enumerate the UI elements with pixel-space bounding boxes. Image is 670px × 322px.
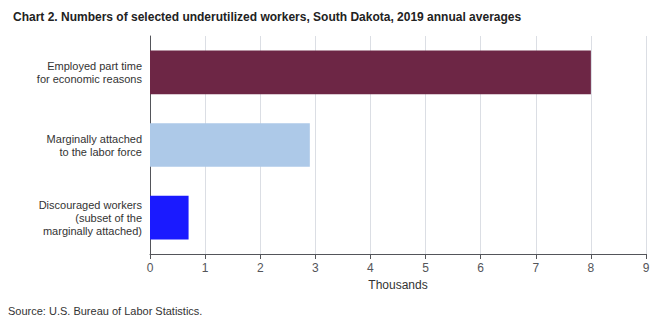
svg-text:0: 0 — [147, 261, 154, 275]
svg-text:Marginally attached: Marginally attached — [47, 133, 142, 145]
svg-text:8: 8 — [588, 261, 595, 275]
svg-text:1: 1 — [202, 261, 209, 275]
svg-text:9: 9 — [643, 261, 650, 275]
svg-text:(subset of the: (subset of the — [75, 212, 142, 224]
svg-text:4: 4 — [367, 261, 374, 275]
svg-text:Discouraged workers: Discouraged workers — [39, 199, 143, 211]
svg-text:5: 5 — [422, 261, 429, 275]
svg-text:Employed part time: Employed part time — [47, 60, 142, 72]
svg-text:2: 2 — [257, 261, 264, 275]
svg-text:3: 3 — [312, 261, 319, 275]
svg-text:to the labor force: to the labor force — [59, 146, 142, 158]
svg-text:7: 7 — [532, 261, 539, 275]
svg-text:Source: U.S. Bureau of Labor S: Source: U.S. Bureau of Labor Statistics. — [8, 305, 202, 317]
svg-text:Chart 2. Numbers of selected u: Chart 2. Numbers of selected underutiliz… — [13, 10, 521, 24]
svg-text:Thousands: Thousands — [368, 278, 427, 292]
svg-text:for economic reasons: for economic reasons — [37, 73, 143, 85]
svg-text:6: 6 — [477, 261, 484, 275]
svg-text:marginally attached): marginally attached) — [43, 225, 142, 237]
